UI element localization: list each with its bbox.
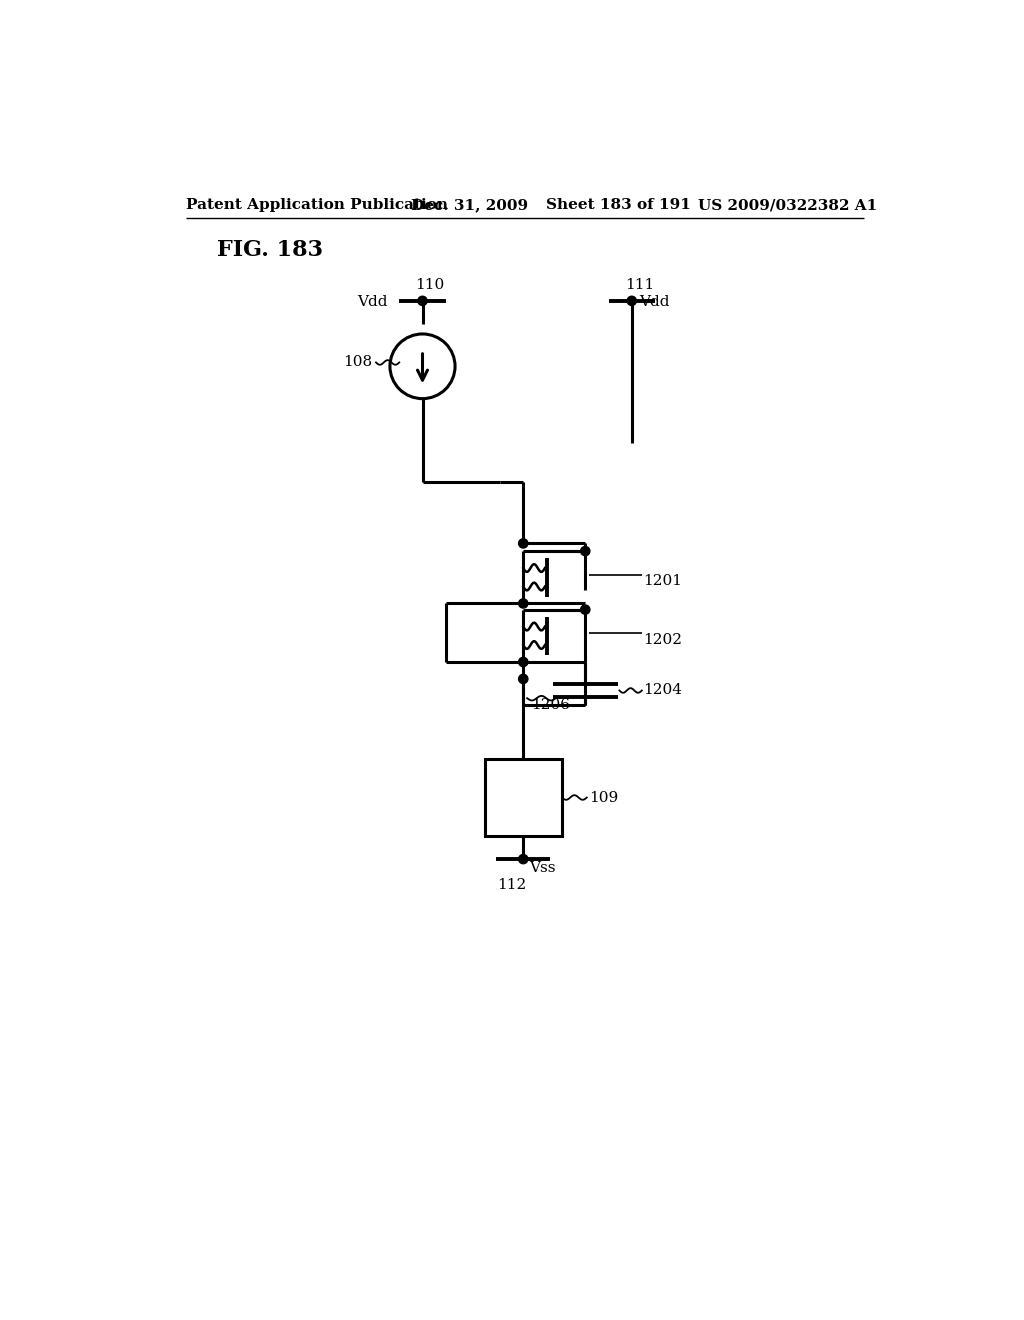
Text: US 2009/0322382 A1: US 2009/0322382 A1 [697,198,877,213]
Text: 109: 109 [589,791,618,804]
Text: 110: 110 [415,277,444,292]
Circle shape [518,539,528,548]
Text: Patent Application Publication: Patent Application Publication [186,198,449,213]
Text: Vdd: Vdd [640,296,670,309]
Text: 111: 111 [626,277,654,292]
Circle shape [518,599,528,609]
Circle shape [627,296,636,305]
Circle shape [581,605,590,614]
Text: Vss: Vss [529,861,556,875]
Text: FIG. 183: FIG. 183 [217,239,324,261]
Circle shape [418,296,427,305]
Text: Sheet 183 of 191: Sheet 183 of 191 [547,198,691,213]
Text: 1201: 1201 [643,574,682,589]
Text: 112: 112 [497,878,526,892]
Text: 108: 108 [343,355,372,370]
Text: 1204: 1204 [643,684,682,697]
Bar [484,759,562,836]
Text: 1206: 1206 [531,698,570,713]
Circle shape [518,657,528,667]
Circle shape [518,854,528,863]
Circle shape [581,546,590,556]
Circle shape [518,675,528,684]
Text: Dec. 31, 2009: Dec. 31, 2009 [411,198,528,213]
Text: Vdd: Vdd [357,296,388,309]
Text: 1202: 1202 [643,632,682,647]
